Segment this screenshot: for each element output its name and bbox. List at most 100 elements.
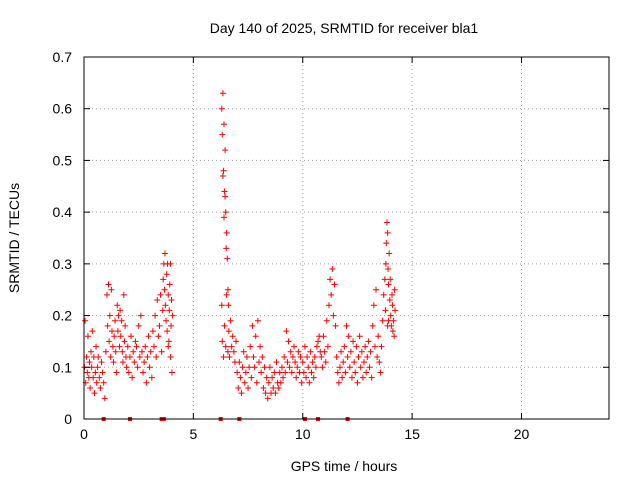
x-tick-label: 0 bbox=[80, 426, 88, 442]
data-point bbox=[273, 359, 280, 366]
data-point bbox=[165, 343, 172, 350]
data-point bbox=[353, 343, 360, 350]
data-point bbox=[161, 286, 168, 293]
data-point bbox=[137, 312, 144, 319]
data-point bbox=[238, 390, 245, 397]
data-point bbox=[228, 343, 235, 350]
data-point bbox=[165, 291, 172, 298]
data-point bbox=[224, 286, 231, 293]
data-point bbox=[225, 328, 232, 335]
data-point bbox=[288, 369, 295, 376]
data-point bbox=[234, 369, 241, 376]
data-point bbox=[145, 333, 152, 340]
data-point bbox=[364, 353, 371, 360]
data-point bbox=[282, 369, 289, 376]
data-point bbox=[149, 328, 156, 335]
data-point bbox=[280, 374, 287, 381]
data-point bbox=[245, 384, 252, 391]
y-tick-label: 0 bbox=[64, 411, 72, 427]
data-point bbox=[124, 343, 131, 350]
data-point bbox=[136, 353, 143, 360]
data-point bbox=[289, 353, 296, 360]
data-point bbox=[356, 333, 363, 340]
data-point bbox=[230, 348, 237, 355]
data-point bbox=[265, 379, 272, 386]
data-point bbox=[163, 317, 170, 324]
data-point bbox=[241, 379, 248, 386]
data-point bbox=[308, 369, 315, 376]
data-point bbox=[276, 369, 283, 376]
data-point bbox=[352, 369, 359, 376]
y-tick-label: 0.3 bbox=[53, 256, 73, 272]
data-point bbox=[332, 322, 339, 329]
data-point bbox=[100, 379, 107, 386]
data-point bbox=[114, 328, 121, 335]
data-point bbox=[318, 353, 325, 360]
data-point bbox=[168, 369, 175, 376]
data-point bbox=[221, 121, 227, 128]
data-point bbox=[106, 338, 113, 345]
data-point bbox=[371, 343, 378, 350]
data-point bbox=[222, 193, 229, 200]
data-point bbox=[98, 359, 105, 366]
data-point bbox=[219, 172, 226, 179]
data-point bbox=[307, 348, 314, 355]
data-point bbox=[248, 374, 255, 381]
data-point bbox=[341, 343, 348, 350]
data-point bbox=[285, 338, 292, 345]
data-point bbox=[113, 369, 120, 376]
data-point bbox=[134, 364, 141, 371]
data-point bbox=[222, 343, 229, 350]
data-point bbox=[347, 348, 354, 355]
data-point bbox=[246, 364, 253, 371]
data-point bbox=[270, 384, 277, 391]
data-point bbox=[135, 322, 142, 329]
data-point bbox=[357, 364, 364, 371]
axis-ticks: 0 5 10 15 20 0 0.1 0.2 0.3 0.4 0.5 0.6 0.7 bbox=[53, 49, 609, 442]
data-point bbox=[88, 348, 94, 355]
data-point bbox=[263, 374, 270, 381]
data-point bbox=[264, 395, 271, 402]
data-point bbox=[154, 297, 161, 304]
data-point bbox=[163, 271, 170, 278]
data-point bbox=[116, 343, 123, 350]
data-point bbox=[219, 90, 226, 97]
data-point bbox=[237, 374, 244, 381]
data-point bbox=[221, 214, 227, 221]
data-point bbox=[229, 333, 236, 340]
data-point bbox=[169, 312, 176, 319]
data-point bbox=[167, 353, 174, 360]
data-point bbox=[363, 369, 370, 376]
data-point bbox=[344, 353, 351, 360]
data-point bbox=[334, 369, 341, 376]
data-point bbox=[295, 348, 302, 355]
data-point bbox=[146, 364, 153, 371]
data-point bbox=[84, 333, 91, 340]
data-point bbox=[109, 343, 116, 350]
data-point bbox=[271, 369, 278, 376]
data-point bbox=[361, 359, 367, 366]
data-point bbox=[340, 359, 347, 366]
data-point bbox=[222, 209, 229, 216]
data-point bbox=[329, 266, 336, 273]
data-point bbox=[227, 317, 234, 324]
y-tick-label: 0.4 bbox=[53, 204, 73, 220]
y-tick-label: 0.1 bbox=[53, 359, 73, 375]
data-point bbox=[157, 291, 164, 298]
data-point bbox=[225, 302, 232, 309]
data-point bbox=[118, 317, 125, 324]
data-point bbox=[103, 291, 110, 298]
data-point bbox=[114, 302, 121, 309]
data-point bbox=[117, 333, 124, 340]
plot-frame bbox=[83, 56, 610, 420]
data-point bbox=[219, 338, 226, 345]
x-tick-label: 5 bbox=[189, 426, 197, 442]
data-point bbox=[258, 369, 265, 376]
data-point bbox=[142, 343, 149, 350]
data-point bbox=[343, 322, 350, 329]
data-point bbox=[89, 328, 96, 335]
data-point bbox=[300, 369, 307, 376]
data-point bbox=[365, 338, 372, 345]
data-point bbox=[224, 255, 231, 262]
data-point bbox=[354, 379, 361, 386]
